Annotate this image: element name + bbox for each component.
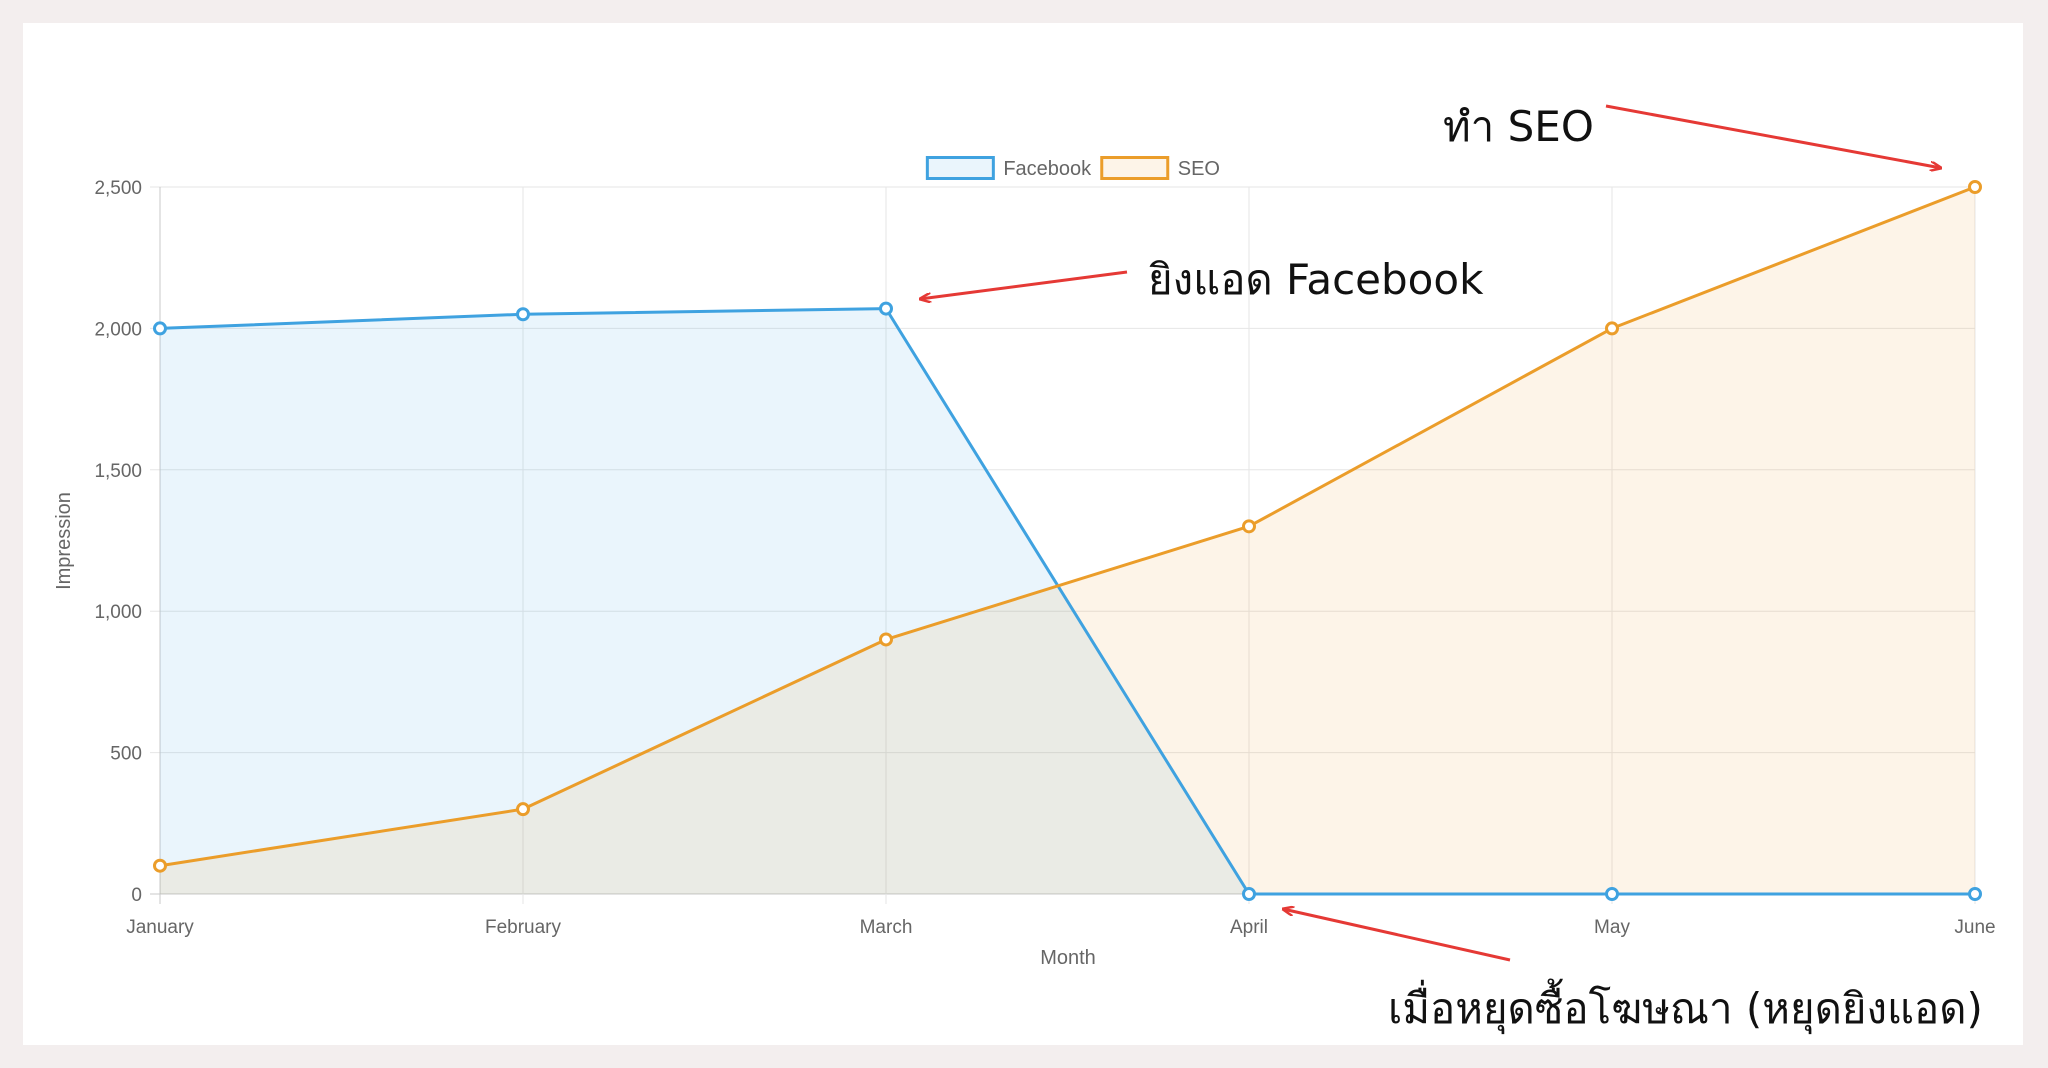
legend-label-facebook[interactable]: Facebook	[1003, 158, 1092, 180]
annotation-seo-text: ทำ SEO	[1443, 102, 1594, 151]
y-tick-label: 500	[110, 744, 142, 765]
chart-card: 0 500 1,000 1,500 2,000 2,500 January February M…	[23, 23, 2023, 1045]
annotation-stop-ads: เมื่อหยุดซื้อโฆษณา (หยุดยิงแอด)	[1283, 909, 1983, 1035]
data-point-facebook	[153, 321, 167, 336]
legend-swatch-seo[interactable]	[1100, 156, 1170, 180]
y-axis-title: Impression	[53, 492, 75, 590]
data-point-facebook	[516, 307, 530, 322]
y-tick-label: 0	[131, 885, 142, 906]
y-tick-label: 1,000	[94, 602, 142, 623]
data-point-facebook	[1242, 887, 1256, 901]
y-tick-label: 2,000	[94, 319, 142, 340]
series-area-seo	[160, 187, 1975, 894]
legend-label-seo[interactable]: SEO	[1178, 158, 1220, 180]
x-tick-label: May	[1594, 917, 1630, 938]
x-axis-title: Month	[1040, 947, 1096, 969]
grid	[150, 186, 1976, 904]
data-point-facebook	[879, 301, 893, 316]
annotation-stop-ads-text: เมื่อหยุดซื้อโฆษณา (หยุดยิงแอด)	[1388, 978, 1983, 1035]
area-chart: 0 500 1,000 1,500 2,000 2,500 January February M…	[53, 102, 1996, 1035]
data-point-seo	[1242, 519, 1256, 534]
data-point-seo	[1605, 321, 1619, 336]
data-point-seo	[516, 802, 530, 817]
data-point-facebook	[1605, 887, 1619, 901]
data-point-seo	[1968, 180, 1982, 194]
legend-swatch-facebook[interactable]	[925, 156, 995, 180]
y-tick-label: 1,500	[94, 461, 142, 482]
x-tick-label: January	[126, 917, 194, 938]
data-points	[153, 180, 1982, 901]
x-tick-label: March	[860, 917, 913, 938]
legend[interactable]: Facebook SEO	[925, 156, 1220, 181]
x-tick-label: June	[1954, 917, 1995, 938]
x-tick-label: April	[1230, 917, 1268, 938]
data-point-seo	[153, 858, 167, 873]
annotation-facebook-text: ยิงแอด Facebook	[1148, 255, 1484, 304]
x-tick-label: February	[485, 917, 562, 938]
annotation-seo-arrow	[1605, 104, 1941, 168]
series-line-seo	[159, 185, 1976, 868]
annotation-facebook: ยิงแอด Facebook	[920, 255, 1484, 304]
annotation-seo: ทำ SEO	[1443, 102, 1941, 168]
annotation-stop-ads-arrow	[1283, 909, 1511, 962]
data-point-seo	[879, 632, 893, 647]
annotation-facebook-arrow	[920, 270, 1128, 299]
data-point-facebook	[1968, 887, 1982, 901]
tick-labels: 0 500 1,000 1,500 2,000 2,500 January February M…	[94, 178, 1995, 938]
y-tick-label: 2,500	[94, 178, 142, 199]
series-lines	[159, 185, 1976, 896]
series-line-facebook	[159, 307, 1975, 896]
